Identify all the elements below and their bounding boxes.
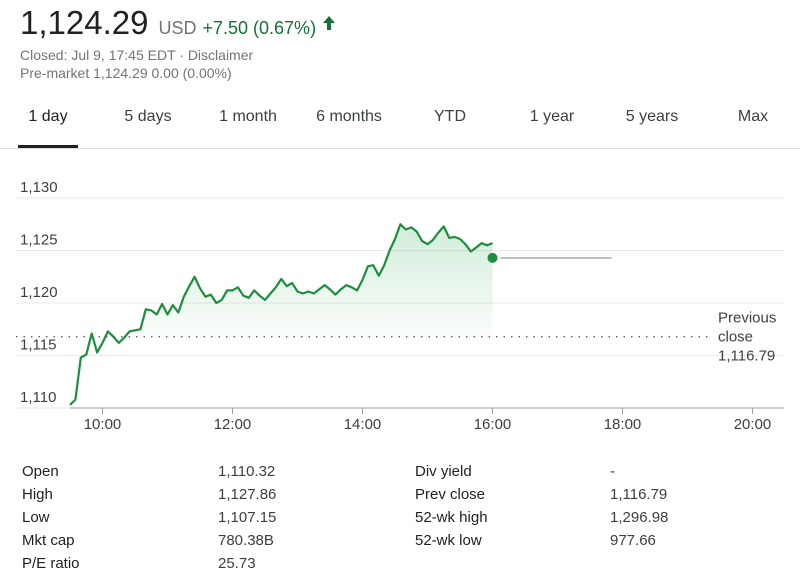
- range-tabs: 1 day 5 days 1 month 6 months YTD 1 year…: [0, 96, 800, 149]
- stat-label-div-yield: Div yield: [415, 463, 472, 480]
- stat-value-high: 1,127.86: [218, 486, 277, 503]
- stat-label-52wk-high: 52-wk high: [415, 509, 488, 526]
- market-status: Closed: Jul 9, 17:45 EDT · Disclaimer: [20, 47, 254, 63]
- stat-value-prev-close: 1,116.79: [610, 486, 668, 503]
- x-tick-label: 14:00: [344, 416, 382, 433]
- x-tick-label: 18:00: [604, 416, 642, 433]
- x-tick-label: 16:00: [474, 416, 512, 433]
- stat-value-mkt-cap: 780.38B: [218, 532, 274, 549]
- premarket-line: Pre-market 1,124.29 0.00 (0.00%): [20, 65, 232, 81]
- x-tick-label: 12:00: [214, 416, 252, 433]
- tab-1-year[interactable]: 1 year: [529, 108, 575, 125]
- currency-code: USD: [158, 18, 197, 38]
- stat-value-52wk-low: 977.66: [610, 532, 656, 549]
- y-tick-label: 1,130: [20, 179, 58, 196]
- stat-label-pe-ratio: P/E ratio: [22, 555, 80, 572]
- stat-label-prev-close: Prev close: [415, 486, 486, 503]
- stat-label-mkt-cap: Mkt cap: [22, 532, 75, 549]
- y-tick-label: 1,120: [20, 284, 58, 301]
- quote-header: 1,124.29 USD +7.50 (0.67%) Closed: Jul 9…: [20, 0, 336, 82]
- stat-value-low: 1,107.15: [218, 509, 277, 526]
- y-tick-label: 1,115: [20, 337, 56, 354]
- price-row: 1,124.29 USD +7.50 (0.67%): [20, 0, 336, 46]
- price-chart[interactable]: 1,110 1,115 1,120 1,125 1,130 10:00 12:00 14:00…: [0, 170, 800, 440]
- stat-value-52wk-high: 1,296.98: [610, 509, 669, 526]
- y-tick-label: 1,110: [20, 389, 56, 406]
- tab-5-days[interactable]: 5 days: [124, 108, 172, 125]
- previous-close-label-line: close: [718, 329, 753, 346]
- tab-ytd[interactable]: YTD: [434, 108, 466, 125]
- up-arrow-icon: [323, 16, 336, 30]
- previous-close-label-line: Previous: [718, 310, 776, 327]
- stat-label-52wk-low: 52-wk low: [415, 532, 482, 549]
- stat-value-open: 1,110.32: [218, 463, 276, 480]
- previous-close-label: Previous close 1,116.79: [718, 310, 776, 365]
- x-tick-label: 20:00: [734, 416, 772, 433]
- last-price-dot[interactable]: [487, 252, 498, 263]
- x-tick-label: 10:00: [84, 416, 122, 433]
- previous-close-label-line: 1,116.79: [718, 348, 775, 365]
- tab-1-month[interactable]: 1 month: [219, 108, 277, 125]
- stat-label-open: Open: [22, 463, 59, 480]
- stat-label-low: Low: [22, 509, 50, 526]
- price-line[interactable]: [69, 223, 493, 406]
- y-tick-label: 1,125: [20, 232, 58, 249]
- stat-value-div-yield: -: [610, 463, 615, 480]
- stat-label-high: High: [22, 486, 53, 503]
- price-change: +7.50 (0.67%): [202, 18, 317, 38]
- tab-6-months[interactable]: 6 months: [316, 108, 382, 125]
- tab-1-day[interactable]: 1 day: [18, 96, 78, 148]
- tab-max[interactable]: Max: [737, 108, 769, 125]
- stat-value-pe-ratio: 25.73: [218, 555, 256, 572]
- current-price: 1,124.29: [20, 4, 149, 41]
- tab-5-years[interactable]: 5 years: [625, 108, 679, 125]
